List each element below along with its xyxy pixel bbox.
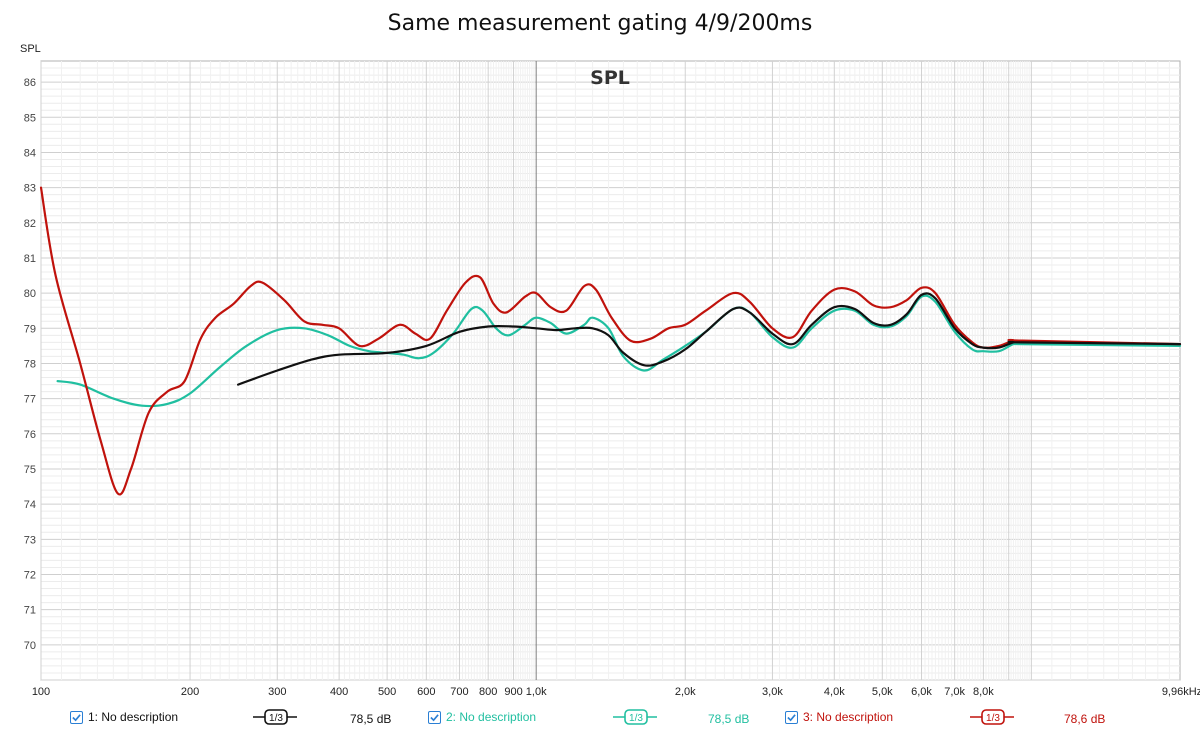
legend-level-1: 78,5 dB <box>350 712 392 726</box>
x-tick-label: 4,0k <box>824 686 845 698</box>
y-tick-label: 83 <box>24 183 36 195</box>
y-tick-label: 70 <box>24 640 36 652</box>
x-tick-label: 900 <box>504 686 522 698</box>
series-line-3 <box>39 186 1182 496</box>
x-tick-label: 6,0k <box>911 686 932 698</box>
axes: 86 85 84 83 82 81 80 79 78 77 76 75 74 73 72 71 70 100 200… <box>24 77 1200 698</box>
y-tick-label: 75 <box>24 464 36 476</box>
legend-label: 1: No description <box>88 710 179 724</box>
x-tick-label: 1,0k <box>526 686 547 698</box>
checkbox-icon[interactable] <box>70 710 83 724</box>
x-tick-label: 600 <box>417 686 435 698</box>
series-line-1 <box>237 292 1182 386</box>
y-tick-label: 78 <box>24 358 36 370</box>
plot-inner-title: SPL <box>590 67 630 89</box>
x-tick-label: 3,0k <box>762 686 783 698</box>
series-lines <box>39 186 1182 496</box>
y-tick-label: 81 <box>24 253 36 265</box>
y-tick-label: 80 <box>24 288 36 300</box>
legend-item-3[interactable]: 3: No description <box>785 710 893 724</box>
x-tick-label: 100 <box>32 686 50 698</box>
smoothing-badge-3[interactable]: 1/3 <box>962 708 1022 726</box>
checkbox-icon[interactable] <box>785 710 798 724</box>
y-tick-label: 72 <box>24 569 36 581</box>
x-tick-label: 9,96kHz <box>1162 686 1200 698</box>
checkbox-icon[interactable] <box>428 710 441 724</box>
smoothing-badge-2[interactable]: 1/3 <box>605 708 665 726</box>
smoothing-label: 1/3 <box>986 713 1000 724</box>
x-tick-label: 200 <box>181 686 199 698</box>
x-tick-label: 700 <box>450 686 468 698</box>
y-tick-label: 77 <box>24 394 36 406</box>
y-tick-label: 79 <box>24 323 36 335</box>
y-tick-label: 82 <box>24 218 36 230</box>
y-tick-label: 71 <box>24 605 36 617</box>
legend-item-1[interactable]: 1: No description <box>70 710 178 724</box>
legend-label: 2: No description <box>446 710 537 724</box>
legend-level-2: 78,5 dB <box>708 712 750 726</box>
x-tick-label: 500 <box>378 686 396 698</box>
smoothing-label: 1/3 <box>269 713 283 724</box>
x-tick-label: 400 <box>330 686 348 698</box>
x-tick-label: 300 <box>268 686 286 698</box>
legend: 1: No description 1/3 78,5 dB 2: No desc… <box>0 704 1200 729</box>
x-tick-label: 800 <box>479 686 497 698</box>
x-tick-label: 5,0k <box>872 686 893 698</box>
x-tick-label: 2,0k <box>675 686 696 698</box>
smoothing-label: 1/3 <box>629 713 643 724</box>
y-tick-label: 73 <box>24 534 36 546</box>
x-tick-label: 7,0k <box>944 686 965 698</box>
legend-label: 3: No description <box>803 710 894 724</box>
y-tick-label: 84 <box>24 147 36 159</box>
y-tick-label: 76 <box>24 429 36 441</box>
x-tick-label: 8,0k <box>973 686 994 698</box>
y-tick-label: 74 <box>24 499 36 511</box>
y-tick-label: 85 <box>24 112 36 124</box>
grid <box>40 60 1181 681</box>
chart-title: Same measurement gating 4/9/200ms <box>388 11 813 36</box>
y-axis-label: SPL <box>20 43 41 55</box>
y-tick-label: 86 <box>24 77 36 89</box>
legend-item-2[interactable]: 2: No description <box>428 710 536 724</box>
legend-level-3: 78,6 dB <box>1064 712 1106 726</box>
smoothing-badge-1[interactable]: 1/3 <box>245 708 305 726</box>
